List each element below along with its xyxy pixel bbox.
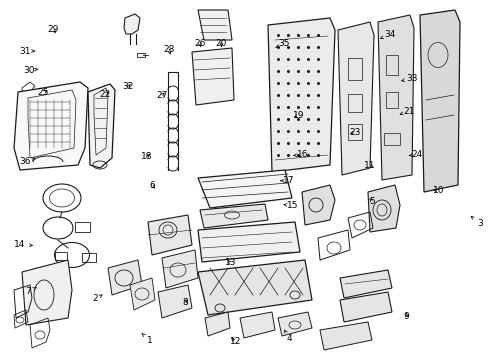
Polygon shape	[198, 10, 232, 40]
Polygon shape	[192, 48, 234, 105]
Polygon shape	[198, 260, 312, 315]
Text: 5: 5	[369, 197, 375, 206]
Polygon shape	[200, 204, 268, 228]
Polygon shape	[22, 260, 72, 325]
Bar	[386, 55, 398, 75]
Text: 15: 15	[284, 201, 299, 210]
Text: 20: 20	[216, 40, 227, 49]
Polygon shape	[148, 215, 192, 255]
Text: 22: 22	[100, 90, 111, 99]
Text: 19: 19	[293, 111, 305, 120]
Text: 1: 1	[142, 333, 152, 345]
Polygon shape	[240, 312, 275, 338]
Polygon shape	[268, 18, 335, 172]
Text: 27: 27	[156, 91, 168, 100]
Text: 11: 11	[364, 161, 376, 170]
Text: 2: 2	[93, 294, 102, 303]
Text: 13: 13	[224, 258, 236, 267]
Text: 23: 23	[349, 128, 361, 137]
Polygon shape	[340, 270, 392, 298]
Text: 4: 4	[285, 330, 292, 343]
Polygon shape	[130, 278, 155, 310]
Text: 9: 9	[404, 312, 410, 321]
Bar	[55, 252, 67, 260]
Text: 6: 6	[149, 181, 155, 190]
Polygon shape	[378, 15, 414, 180]
Text: 7: 7	[25, 287, 37, 296]
Polygon shape	[368, 185, 400, 232]
Polygon shape	[278, 312, 312, 336]
Bar	[82, 253, 96, 262]
Polygon shape	[124, 14, 140, 34]
Bar	[348, 124, 362, 140]
Bar	[348, 94, 362, 112]
Polygon shape	[88, 84, 115, 168]
Text: 28: 28	[163, 45, 175, 54]
Polygon shape	[302, 185, 335, 225]
Text: 16: 16	[294, 150, 309, 159]
Polygon shape	[198, 222, 300, 262]
Polygon shape	[320, 322, 372, 350]
Text: 32: 32	[122, 82, 134, 91]
Polygon shape	[340, 292, 392, 322]
Text: 21: 21	[400, 107, 415, 116]
Text: 12: 12	[229, 338, 241, 346]
Text: 24: 24	[409, 150, 423, 159]
Text: 14: 14	[14, 240, 32, 249]
Text: 36: 36	[20, 157, 34, 166]
Bar	[137, 53, 145, 57]
Text: 30: 30	[24, 66, 38, 75]
Polygon shape	[108, 260, 142, 295]
Text: 18: 18	[141, 152, 153, 161]
Text: 10: 10	[433, 186, 444, 195]
Bar	[384, 133, 400, 145]
Text: 29: 29	[47, 25, 59, 34]
Polygon shape	[205, 312, 230, 336]
Text: 33: 33	[402, 74, 417, 83]
Polygon shape	[158, 285, 192, 318]
Text: 8: 8	[182, 298, 188, 307]
Polygon shape	[162, 250, 198, 288]
Bar	[348, 58, 362, 80]
Text: 17: 17	[281, 176, 295, 185]
Text: 3: 3	[471, 217, 483, 228]
Bar	[75, 222, 90, 232]
Text: 34: 34	[381, 30, 395, 39]
Text: 26: 26	[194, 40, 206, 49]
Text: 35: 35	[276, 40, 290, 49]
Polygon shape	[420, 10, 460, 192]
Text: 25: 25	[37, 88, 49, 97]
Polygon shape	[14, 82, 88, 170]
Polygon shape	[198, 170, 292, 208]
Bar	[386, 92, 398, 108]
Text: 31: 31	[20, 46, 34, 55]
Polygon shape	[338, 22, 374, 175]
